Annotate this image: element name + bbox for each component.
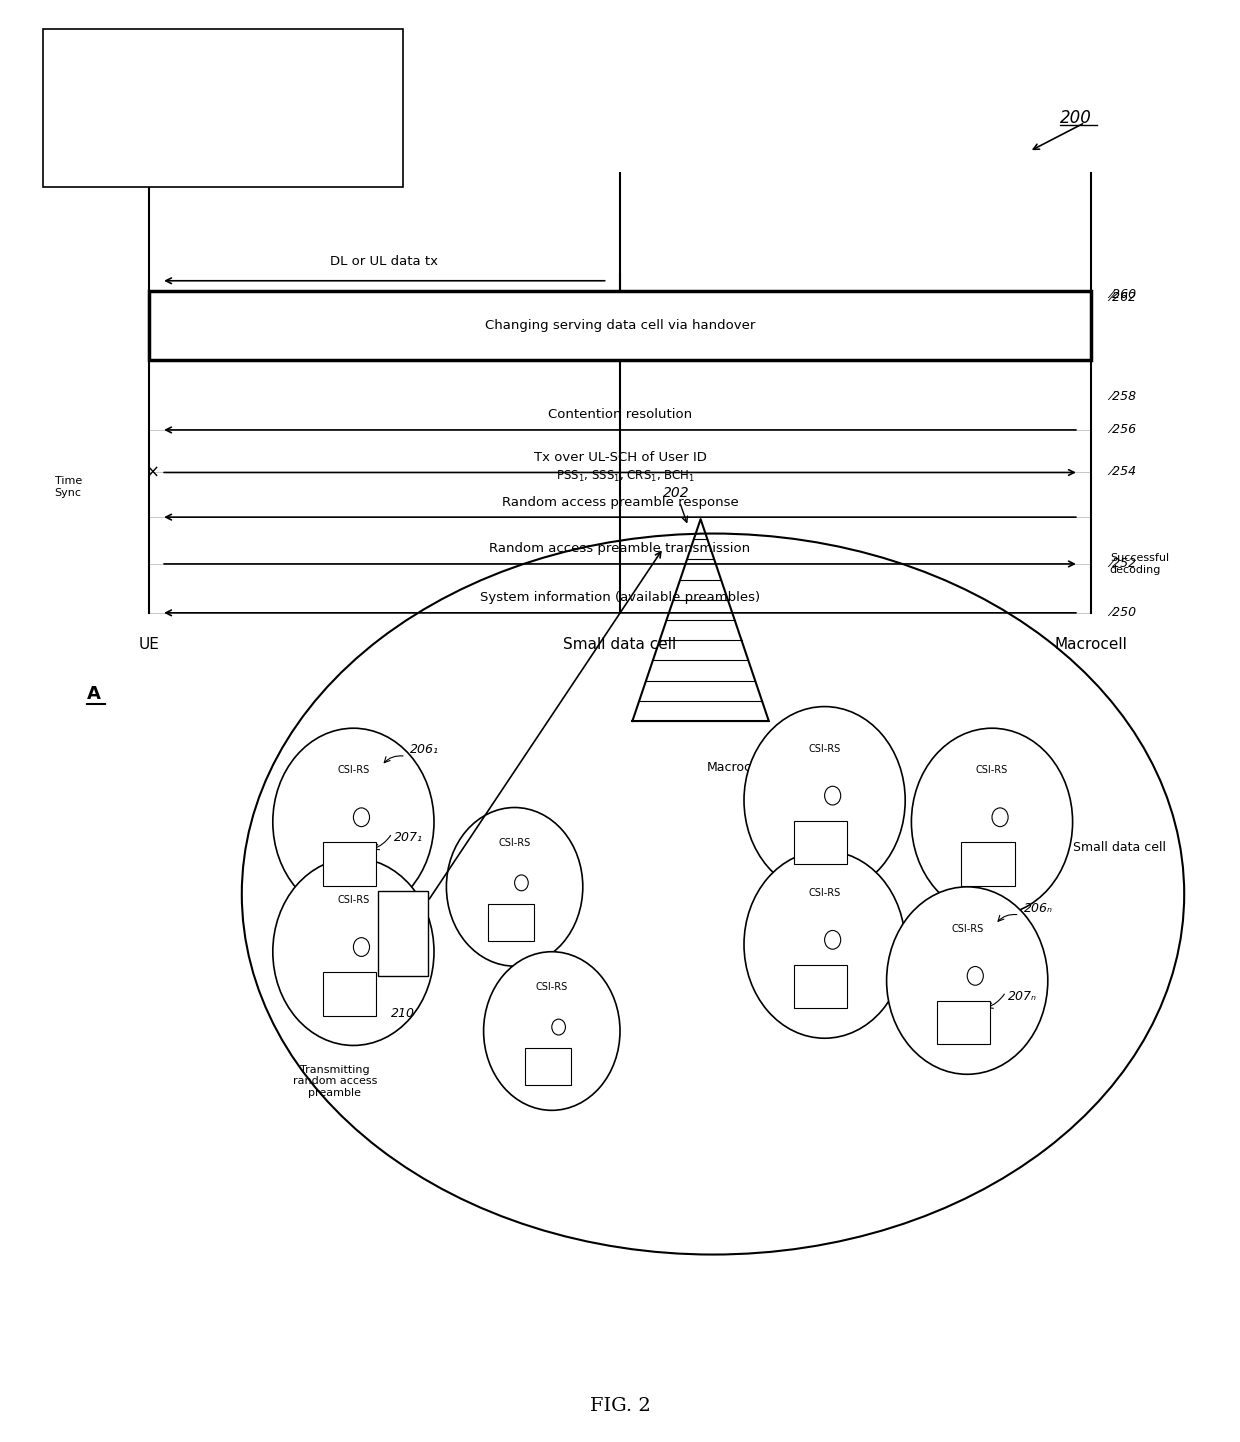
Text: CSI-RS: CSI-RS <box>337 766 370 776</box>
FancyBboxPatch shape <box>961 842 1014 885</box>
Text: 206₁: 206₁ <box>409 743 439 756</box>
Text: 206ₙ: 206ₙ <box>1024 901 1053 914</box>
Text: ⁄256: ⁄256 <box>1110 423 1136 435</box>
Text: Transmitting
random access
preamble: Transmitting random access preamble <box>293 1064 377 1097</box>
Circle shape <box>484 952 620 1110</box>
Text: CSI-RS: CSI-RS <box>808 744 841 754</box>
Text: PSS$_1$, SSS$_1$, CRS$_1$, BCH$_1$: PSS$_1$, SSS$_1$, CRS$_1$, BCH$_1$ <box>557 469 696 485</box>
Circle shape <box>825 786 841 805</box>
Circle shape <box>744 851 905 1038</box>
Text: CSI-RS: CSI-RS <box>536 982 568 992</box>
Text: ×: × <box>145 463 160 482</box>
Circle shape <box>744 707 905 894</box>
FancyBboxPatch shape <box>489 904 534 942</box>
FancyBboxPatch shape <box>43 29 403 187</box>
Ellipse shape <box>242 534 1184 1255</box>
Text: Cell-specific. Ref. Signal (CRS): Cell-specific. Ref. Signal (CRS) <box>68 121 246 134</box>
Circle shape <box>273 858 434 1045</box>
Text: 204: 204 <box>787 737 811 750</box>
Text: CSI-RS: CSI-RS <box>808 888 841 898</box>
Circle shape <box>992 808 1008 826</box>
Text: Broadcast Channel (BCH): Broadcast Channel (BCH) <box>68 147 218 160</box>
Text: CSI-RS: CSI-RS <box>337 895 370 906</box>
Text: Secondary Sync. Signal (SSS),: Secondary Sync. Signal (SSS), <box>68 95 246 108</box>
Text: Small data cell: Small data cell <box>563 637 677 652</box>
FancyBboxPatch shape <box>936 1001 990 1044</box>
Text: Random access preamble response: Random access preamble response <box>502 496 738 509</box>
Text: ⁄262: ⁄262 <box>1110 291 1136 304</box>
Text: 202: 202 <box>662 486 689 500</box>
Text: ⁄254: ⁄254 <box>1110 466 1136 479</box>
Text: 200: 200 <box>1060 108 1092 127</box>
Text: A: A <box>87 685 100 704</box>
Text: Macrocell: Macrocell <box>707 761 766 774</box>
Text: 207₁: 207₁ <box>394 831 423 845</box>
Circle shape <box>353 808 370 826</box>
FancyBboxPatch shape <box>322 972 376 1015</box>
Text: ⁄258: ⁄258 <box>1110 389 1136 402</box>
Text: Labels:: Labels: <box>68 46 122 59</box>
Circle shape <box>967 966 983 985</box>
Text: System information (available preambles): System information (available preambles) <box>480 591 760 604</box>
Text: ⁄252: ⁄252 <box>1110 557 1136 570</box>
Circle shape <box>911 728 1073 916</box>
Text: Small data cell: Small data cell <box>1073 841 1166 854</box>
Text: Contention resolution: Contention resolution <box>548 408 692 421</box>
Text: ⁄260: ⁄260 <box>1110 287 1136 300</box>
Text: ⁄250: ⁄250 <box>1110 606 1136 619</box>
Text: CSI-RS: CSI-RS <box>498 838 531 848</box>
FancyBboxPatch shape <box>794 820 847 864</box>
Text: FIG. 2: FIG. 2 <box>590 1397 650 1415</box>
Circle shape <box>353 937 370 956</box>
Text: 207ₙ: 207ₙ <box>1007 989 1037 1004</box>
Text: CSI-RS: CSI-RS <box>976 766 1008 776</box>
Text: Time
Sync: Time Sync <box>55 476 82 497</box>
FancyBboxPatch shape <box>794 965 847 1008</box>
Text: B: B <box>87 166 100 185</box>
Circle shape <box>552 1019 565 1035</box>
FancyBboxPatch shape <box>322 842 376 885</box>
Text: Changing serving data cell via handover: Changing serving data cell via handover <box>485 319 755 332</box>
Text: Random access preamble transmission: Random access preamble transmission <box>490 542 750 555</box>
Text: Macrocell: Macrocell <box>1055 637 1127 652</box>
Text: 210: 210 <box>391 1007 415 1019</box>
Text: Successful
decoding: Successful decoding <box>1110 554 1169 575</box>
Circle shape <box>515 875 528 891</box>
FancyBboxPatch shape <box>526 1048 572 1086</box>
Text: Primary Sync. Signal (PSS),: Primary Sync. Signal (PSS), <box>68 69 228 82</box>
Text: UE: UE <box>139 637 159 652</box>
Circle shape <box>887 887 1048 1074</box>
Text: DL or UL data tx: DL or UL data tx <box>330 255 439 268</box>
Circle shape <box>825 930 841 949</box>
Text: 262: 262 <box>632 303 656 316</box>
Circle shape <box>273 728 434 916</box>
Circle shape <box>446 808 583 966</box>
Text: CSI-RS: CSI-RS <box>951 924 983 934</box>
FancyBboxPatch shape <box>149 290 1091 359</box>
Text: Tx over UL-SCH of User ID: Tx over UL-SCH of User ID <box>533 451 707 464</box>
FancyBboxPatch shape <box>378 891 428 976</box>
